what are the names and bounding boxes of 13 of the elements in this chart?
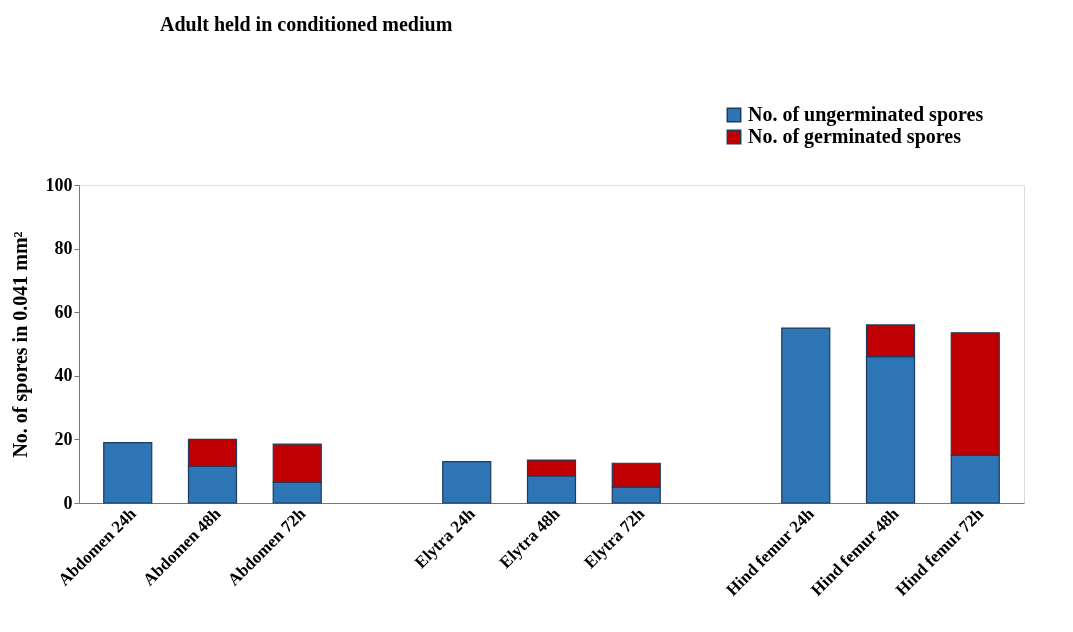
legend-label: No. of ungerminated spores (748, 103, 984, 126)
chart-title: Adult held in conditioned medium (160, 13, 453, 35)
y-tick-label: 60 (54, 301, 73, 322)
legend-label: No. of germinated spores (748, 125, 962, 148)
y-tick-label: 80 (54, 238, 73, 259)
y-tick-label: 20 (54, 428, 73, 449)
y-tick-label: 100 (45, 174, 73, 195)
y-tick-label: 0 (63, 492, 73, 513)
bar (103, 441, 153, 504)
bar (442, 461, 492, 504)
bar (781, 327, 831, 504)
y-axis-title: No. of spores in 0.041 mm² (8, 231, 32, 458)
y-tick-label: 40 (54, 365, 73, 386)
